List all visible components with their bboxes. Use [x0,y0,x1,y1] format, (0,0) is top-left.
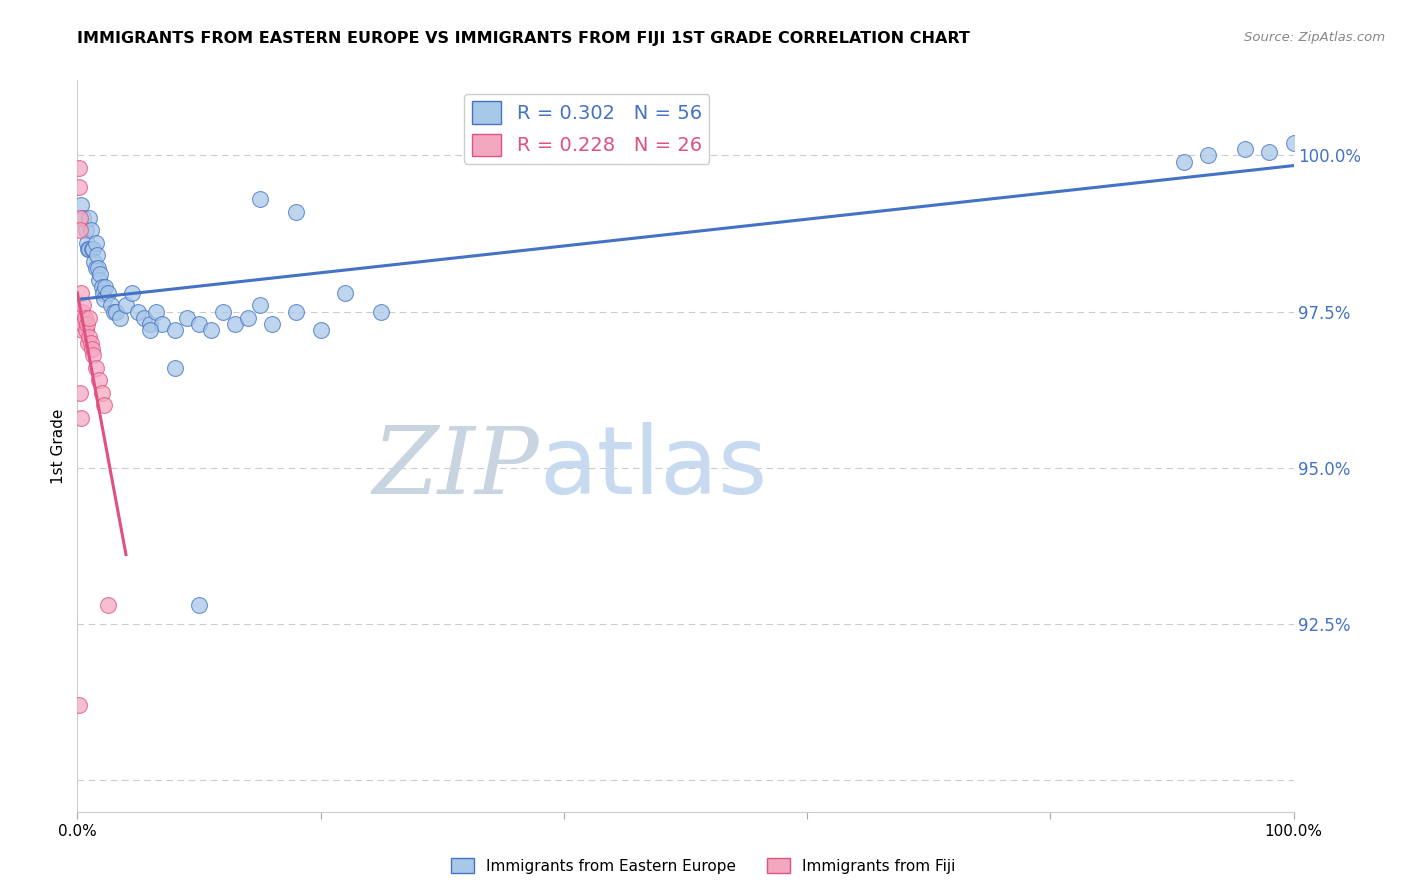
Point [224,317,246,331]
Point [115,298,138,312]
Point [90,385,112,400]
Text: atlas: atlas [540,422,768,514]
Point [83,254,105,268]
Point [70,410,93,425]
Point [93,292,115,306]
Text: ZIP: ZIP [373,423,540,513]
Point [79,211,101,225]
Point [80,335,103,350]
Point [108,310,131,325]
Point [309,323,332,337]
Point [69,223,91,237]
Point [79,310,101,325]
Point [103,304,125,318]
Point [1173,154,1195,169]
Point [134,310,156,325]
Point [70,285,93,300]
Point [84,235,107,250]
Point [249,192,271,206]
Point [260,317,283,331]
Point [163,323,186,337]
Point [69,211,91,225]
Point [285,204,308,219]
Point [89,373,111,387]
Point [163,360,186,375]
Point [333,285,356,300]
Point [139,317,162,331]
Point [87,260,110,275]
Point [69,385,91,400]
Point [72,317,94,331]
Point [249,298,271,312]
Point [76,235,98,250]
Y-axis label: 1st Grade: 1st Grade [51,409,66,483]
Point [73,310,96,325]
Point [152,317,174,331]
Text: IMMIGRANTS FROM EASTERN EUROPE VS IMMIGRANTS FROM FIJI 1ST GRADE CORRELATION CHA: IMMIGRANTS FROM EASTERN EUROPE VS IMMIGR… [77,31,970,46]
Text: Source: ZipAtlas.com: Source: ZipAtlas.com [1244,31,1385,45]
Point [84,360,107,375]
Point [105,304,128,318]
Point [127,304,149,318]
Point [80,223,103,237]
Point [67,698,90,713]
Point [176,310,198,325]
Point [72,298,94,312]
Point [79,242,101,256]
Point [145,304,167,318]
Point [89,267,111,281]
Point [90,279,112,293]
Point [97,599,120,613]
Point [89,273,111,287]
Point [70,323,93,337]
Point [84,260,107,275]
Point [67,179,90,194]
Point [80,342,103,356]
Point [82,348,104,362]
Point [77,335,100,350]
Point [67,161,90,175]
Point [94,279,117,293]
Point [285,304,308,318]
Point [121,285,143,300]
Point [188,317,211,331]
Point [100,298,122,312]
Point [200,323,222,337]
Point [77,242,100,256]
Point [97,285,120,300]
Point [75,323,97,337]
Point [82,242,104,256]
Point [91,285,114,300]
Point [86,248,108,262]
Point [212,304,235,318]
Point [139,323,162,337]
Point [79,329,101,343]
Point [75,223,97,237]
Point [236,310,259,325]
Point [1258,145,1281,160]
Legend: Immigrants from Eastern Europe, Immigrants from Fiji: Immigrants from Eastern Europe, Immigran… [444,852,962,880]
Point [93,398,115,412]
Legend: R = 0.302   N = 56, R = 0.228   N = 26: R = 0.302 N = 56, R = 0.228 N = 26 [464,94,710,164]
Point [76,317,98,331]
Point [72,211,94,225]
Point [1233,142,1256,156]
Point [1282,136,1305,150]
Point [370,304,392,318]
Point [70,198,93,212]
Point [80,242,103,256]
Point [1197,148,1219,162]
Point [70,304,93,318]
Point [188,599,211,613]
